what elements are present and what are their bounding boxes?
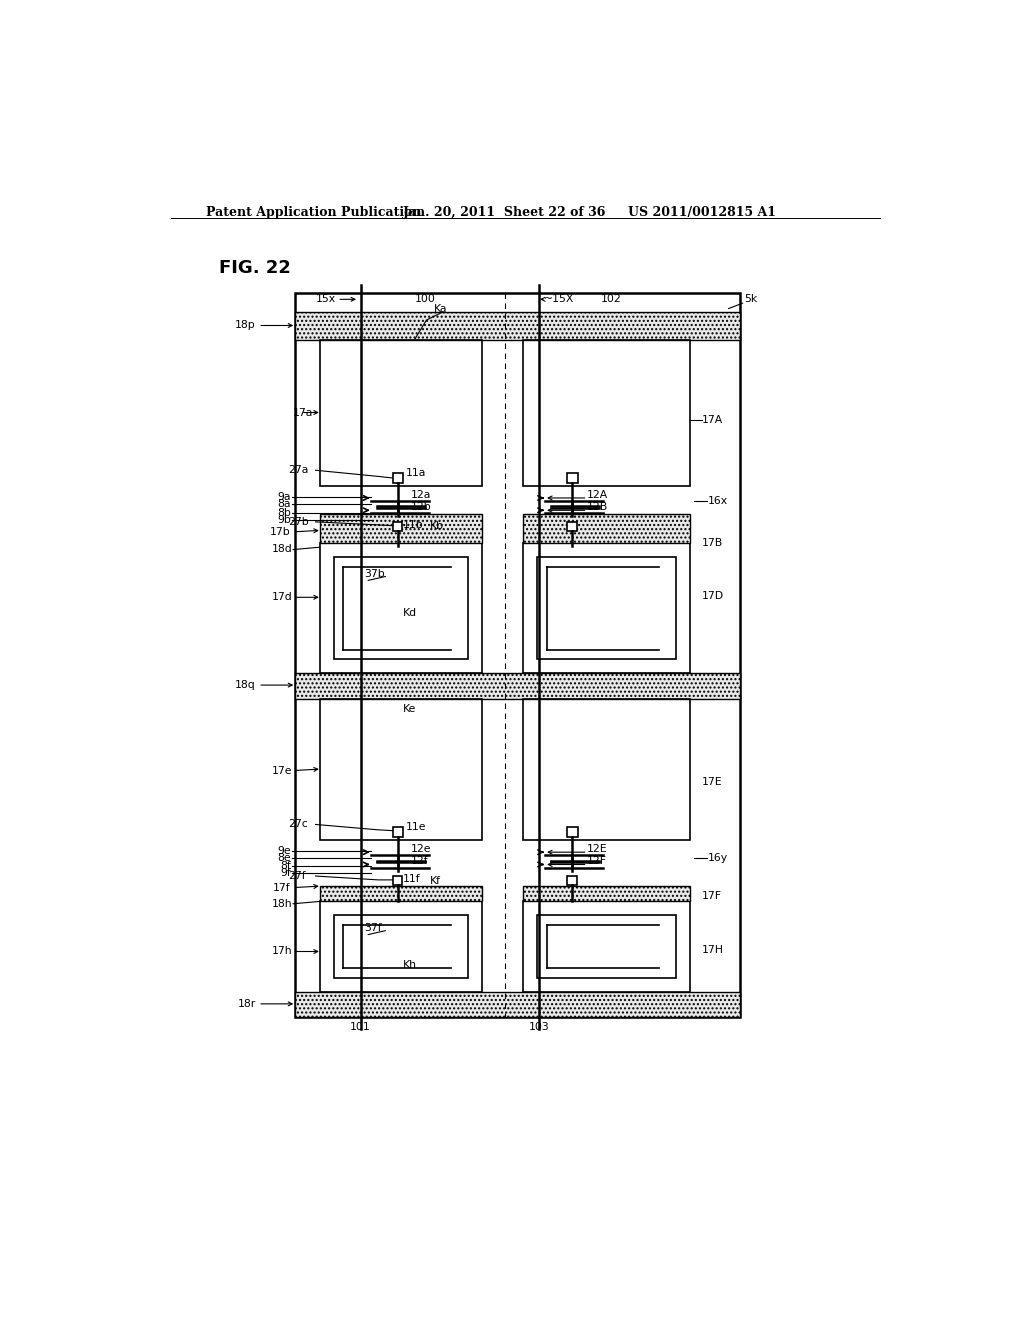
Bar (295, 991, 740, 1016)
Text: 17D: 17D (701, 591, 724, 601)
Text: 16x: 16x (708, 496, 728, 506)
Text: 5k: 5k (744, 293, 758, 304)
Text: 11a: 11a (406, 467, 426, 478)
Text: 8e: 8e (278, 853, 291, 862)
Text: 27f: 27f (289, 871, 306, 880)
Text: 17B: 17B (701, 539, 723, 548)
Bar (321, 886, 482, 902)
Text: 17f: 17f (273, 883, 291, 892)
Text: 37f: 37f (365, 924, 382, 933)
Bar (523, 700, 690, 840)
Text: 100: 100 (415, 293, 435, 304)
Text: 12B: 12B (587, 502, 608, 512)
Text: Kd: Kd (403, 607, 417, 618)
Text: 102: 102 (601, 293, 622, 304)
Text: Ka: Ka (434, 305, 447, 314)
Text: Kh: Kh (403, 961, 417, 970)
Text: 17H: 17H (701, 945, 724, 954)
Text: 27a: 27a (289, 465, 309, 475)
Bar (523, 902, 690, 991)
Bar (295, 293, 740, 1016)
Text: 17F: 17F (701, 891, 722, 902)
Text: 11e: 11e (406, 822, 426, 832)
Bar (334, 915, 468, 978)
Text: 17b: 17b (270, 527, 291, 537)
Text: 17h: 17h (271, 946, 292, 957)
Bar (321, 341, 482, 486)
Bar (334, 557, 468, 659)
Text: Patent Application Publication: Patent Application Publication (206, 206, 421, 219)
Text: 27b: 27b (289, 517, 309, 527)
Text: 101: 101 (350, 1022, 371, 1032)
Bar (321, 515, 482, 544)
Bar (393, 826, 403, 837)
Text: 9b: 9b (276, 515, 291, 525)
Text: 9e: 9e (278, 846, 291, 857)
Bar (567, 473, 578, 483)
Text: Ke: Ke (403, 704, 417, 714)
Text: 17E: 17E (701, 777, 722, 787)
Text: Kf: Kf (430, 875, 441, 886)
Text: 18r: 18r (238, 999, 256, 1008)
Text: 11b: 11b (403, 520, 424, 529)
Text: 17d: 17d (271, 593, 292, 602)
Text: 17a: 17a (292, 408, 312, 417)
Bar (567, 876, 577, 886)
Bar (538, 557, 676, 659)
Bar (567, 826, 578, 837)
Bar (567, 521, 577, 531)
Text: 17e: 17e (271, 766, 292, 776)
Text: 8f: 8f (280, 861, 291, 871)
Text: FIG. 22: FIG. 22 (219, 259, 291, 276)
Bar (321, 544, 482, 673)
Text: 17A: 17A (701, 416, 723, 425)
Bar (295, 673, 740, 700)
Text: 8a: 8a (278, 499, 291, 510)
Bar (393, 521, 402, 531)
Text: 15x: 15x (315, 294, 336, 305)
Bar (321, 902, 482, 991)
Bar (523, 886, 690, 902)
Bar (538, 915, 676, 978)
Bar (393, 876, 402, 886)
Text: US 2011/0012815 A1: US 2011/0012815 A1 (628, 206, 776, 219)
Bar (393, 473, 403, 483)
Text: 12b: 12b (411, 502, 432, 512)
Bar (523, 515, 690, 544)
Text: 27c: 27c (289, 820, 308, 829)
Text: Kb: Kb (430, 521, 444, 532)
Text: 12F: 12F (587, 857, 607, 866)
Text: 18h: 18h (271, 899, 292, 908)
Text: 12A: 12A (587, 490, 608, 500)
Text: 9a: 9a (278, 492, 291, 502)
Text: 12a: 12a (411, 490, 431, 500)
Text: 9f: 9f (280, 869, 291, 878)
Text: 18p: 18p (236, 321, 256, 330)
Bar (523, 341, 690, 486)
Text: 12e: 12e (411, 843, 431, 854)
Text: 16y: 16y (708, 853, 728, 862)
Text: 103: 103 (528, 1022, 549, 1032)
Text: ~15X: ~15X (544, 294, 574, 305)
Text: 18d: 18d (271, 544, 292, 554)
Text: 11f: 11f (403, 874, 421, 884)
Text: 18q: 18q (236, 680, 256, 690)
Text: 8b: 8b (276, 508, 291, 517)
Text: 37b: 37b (365, 569, 385, 579)
Bar (321, 700, 482, 840)
Text: 12f: 12f (411, 855, 428, 866)
Bar (523, 544, 690, 673)
Bar (295, 313, 740, 341)
Text: Jan. 20, 2011  Sheet 22 of 36: Jan. 20, 2011 Sheet 22 of 36 (403, 206, 606, 219)
Text: 12E: 12E (587, 843, 607, 854)
